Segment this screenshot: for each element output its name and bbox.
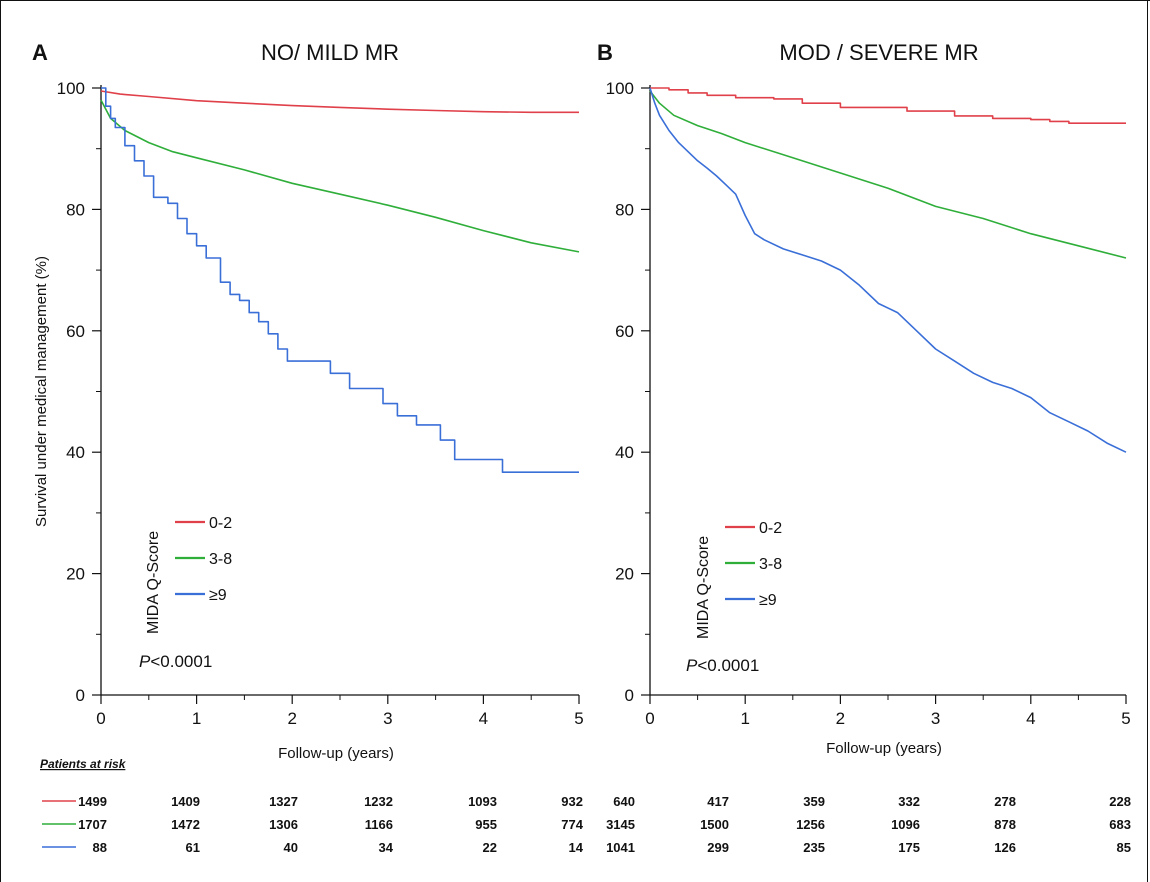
risk-cell: 359	[803, 794, 825, 809]
risk-cell: 61	[186, 840, 200, 855]
risk-cell: 955	[475, 817, 497, 832]
risk-cell: 1409	[171, 794, 200, 809]
series-line-0	[650, 87, 1126, 124]
y-tick-label: 100	[606, 79, 634, 98]
risk-cell: 22	[483, 840, 497, 855]
risk-cell: 88	[93, 840, 107, 855]
risk-cell: 1093	[468, 794, 497, 809]
risk-cell: 228	[1109, 794, 1131, 809]
risk-cell: 1472	[171, 817, 200, 832]
series-line-1	[100, 99, 580, 253]
y-tick-label: 100	[57, 79, 85, 98]
risk-cell: 40	[284, 840, 298, 855]
x-tick-label: 2	[836, 709, 845, 728]
x-tick-label: 0	[645, 709, 654, 728]
y-tick-label: 80	[66, 200, 85, 219]
x-tick-label: 1	[740, 709, 749, 728]
risk-cell: 1166	[365, 817, 393, 832]
panel-a: A NO/ MILD MR 0 20 40 60 80 100 0 1 2 3 4 5 Follow-up …	[32, 40, 584, 762]
risk-cell: 932	[561, 794, 583, 809]
y-tick-label: 60	[615, 322, 634, 341]
risk-cell: 1096	[891, 817, 920, 832]
legend-title: MIDA Q-Score	[695, 536, 712, 639]
panel-b: B MOD / SEVERE MR 0 20 40 60 80 100 0 1 2 3 4 5 Follow…	[597, 40, 1131, 757]
risk-cell: 1327	[269, 794, 298, 809]
y-tick-label: 0	[625, 686, 634, 705]
p-value-text: <0.0001	[697, 656, 759, 675]
y-axis-label: Survival under medical management (%)	[33, 256, 50, 527]
y-tick-label: 60	[66, 322, 85, 341]
y-tick-label: 20	[615, 565, 634, 584]
risk-cell: 1500	[700, 817, 729, 832]
risk-cell: 34	[379, 840, 394, 855]
risk-cell: 1499	[78, 794, 107, 809]
x-tick-label: 4	[1026, 709, 1035, 728]
panel-title: MOD / SEVERE MR	[779, 40, 978, 65]
panel-label: A	[32, 40, 48, 65]
risk-cell: 175	[898, 840, 920, 855]
x-axis-label: Follow-up (years)	[278, 745, 394, 762]
panel-title: NO/ MILD MR	[261, 40, 399, 65]
risk-cell: 1232	[364, 794, 393, 809]
legend-label-0: 0-2	[209, 515, 232, 532]
risk-cell: 299	[707, 840, 729, 855]
p-value-annotation: P<0.0001	[686, 656, 759, 675]
y-tick-label: 40	[66, 443, 85, 462]
risk-cell: 85	[1117, 840, 1131, 855]
x-tick-label: 1	[192, 709, 201, 728]
y-tick-label: 20	[66, 565, 85, 584]
risk-cell: 332	[898, 794, 920, 809]
series-line-1	[649, 90, 1127, 259]
risk-table-heading: Patients at risk	[40, 757, 127, 771]
x-tick-label: 3	[931, 709, 940, 728]
risk-cell: 3145	[606, 817, 635, 832]
risk-cell: 1041	[606, 840, 635, 855]
x-tick-label: 3	[383, 709, 392, 728]
legend-label-1: 3-8	[759, 556, 782, 573]
series-line-2	[101, 87, 579, 473]
p-value-text: <0.0001	[150, 652, 212, 671]
p-value-annotation: P<0.0001	[139, 652, 212, 671]
x-axis-label: Follow-up (years)	[826, 740, 942, 757]
p-value-symbol: P	[686, 656, 698, 675]
risk-cell: 774	[561, 817, 583, 832]
x-tick-label: 0	[96, 709, 105, 728]
series-line-2	[649, 87, 1127, 453]
x-tick-label: 5	[1121, 709, 1130, 728]
x-tick-label: 2	[287, 709, 296, 728]
risk-cell: 640	[613, 794, 635, 809]
risk-cell: 417	[707, 794, 729, 809]
risk-cell: 278	[994, 794, 1016, 809]
legend-label-2: ≥9	[209, 587, 227, 604]
p-value-symbol: P	[139, 652, 151, 671]
risk-cell: 878	[994, 817, 1016, 832]
y-tick-label: 0	[76, 686, 85, 705]
risk-cell: 126	[994, 840, 1016, 855]
x-tick-label: 5	[574, 709, 583, 728]
legend-title: MIDA Q-Score	[145, 531, 162, 634]
legend-label-0: 0-2	[759, 520, 782, 537]
series-line-0	[100, 90, 579, 114]
risk-cell: 235	[803, 840, 825, 855]
risk-table: 1499 1409 1327 1232 1093 932 640 417 359 332 278 22…	[42, 794, 1131, 855]
risk-cell: 14	[569, 840, 584, 855]
risk-cell: 683	[1109, 817, 1131, 832]
y-tick-label: 40	[615, 443, 634, 462]
y-tick-label: 80	[615, 200, 634, 219]
x-tick-label: 4	[479, 709, 488, 728]
risk-cell: 1306	[269, 817, 298, 832]
panel-label: B	[597, 40, 613, 65]
risk-cell: 1707	[78, 817, 107, 832]
legend-label-1: 3-8	[209, 551, 232, 568]
risk-cell: 1256	[796, 817, 825, 832]
legend-label-2: ≥9	[759, 592, 777, 609]
